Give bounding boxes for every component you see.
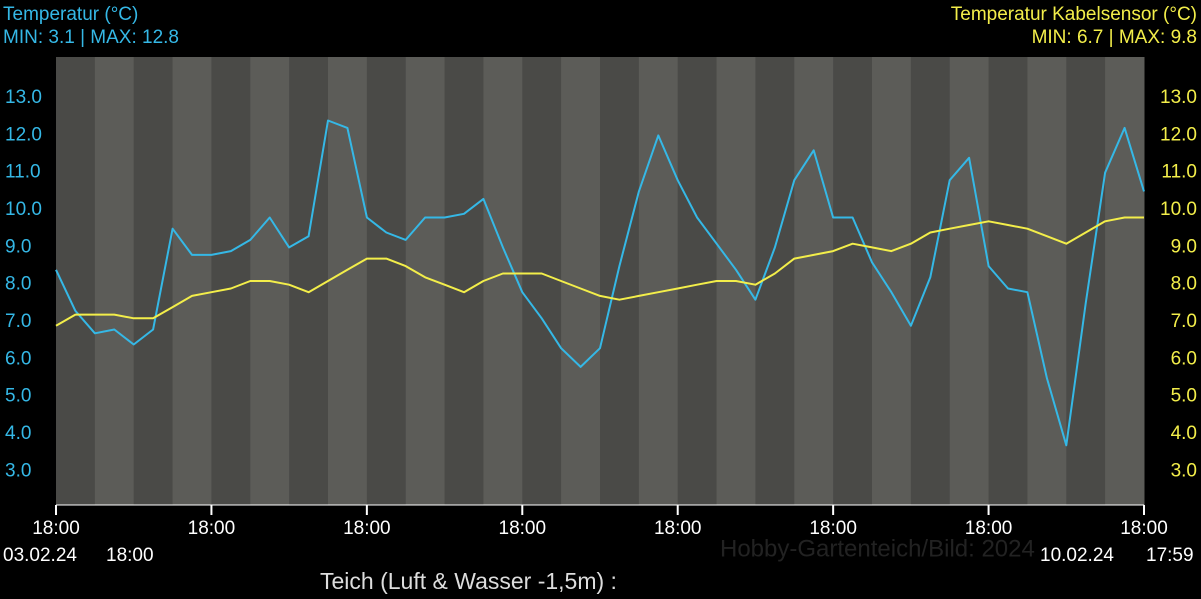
start-time: 18:00 xyxy=(106,545,154,566)
stripe xyxy=(561,57,601,505)
stripe xyxy=(1027,57,1067,505)
legend-left: Temperatur (°C) xyxy=(3,4,138,25)
stripe xyxy=(328,57,368,505)
stripe xyxy=(366,57,407,505)
series-line xyxy=(55,119,1145,447)
y-tick-label: 9.0 xyxy=(5,236,31,257)
stats-right: MIN: 6.7 | MAX: 9.8 xyxy=(1032,27,1197,48)
x-tick-label: 18:00 xyxy=(343,518,391,539)
end-time: 17:59 xyxy=(1146,545,1194,566)
chart-title: Teich (Luft & Wasser -1,5m) : xyxy=(320,568,617,594)
y2-tick-label: 11.0 xyxy=(1161,162,1197,183)
stripe xyxy=(289,57,329,505)
stripe xyxy=(677,57,718,505)
x-tick-label: 18:00 xyxy=(809,518,857,539)
stripe xyxy=(910,57,951,505)
stripe xyxy=(483,57,523,505)
stripe xyxy=(794,57,834,505)
watermark: Hobby-Gartenteich/Bild: 2024 xyxy=(720,535,1035,562)
y2-tick-label: 5.0 xyxy=(1171,386,1197,407)
stripe xyxy=(172,57,212,505)
stripe xyxy=(600,57,640,505)
end-date: 10.02.24 xyxy=(1040,545,1114,566)
stripe xyxy=(94,57,135,505)
plot-background xyxy=(56,57,1145,505)
x-tick-label: 18:00 xyxy=(32,518,80,539)
stripe xyxy=(133,57,174,505)
series-line xyxy=(55,216,1144,327)
stripe xyxy=(56,57,96,505)
y-tick-label: 5.0 xyxy=(5,386,31,407)
stripe xyxy=(1066,57,1106,505)
stripe xyxy=(833,57,873,505)
stripe xyxy=(444,57,484,505)
y-tick-label: 11.0 xyxy=(5,162,41,183)
y-tick-label: 4.0 xyxy=(5,423,31,444)
stats-left: MIN: 3.1 | MAX: 12.8 xyxy=(3,27,179,48)
stripe xyxy=(638,57,679,505)
stripe xyxy=(949,57,990,505)
x-tick-label: 18:00 xyxy=(965,518,1013,539)
x-tick-label: 18:00 xyxy=(188,518,236,539)
y2-tick-label: 10.0 xyxy=(1160,199,1197,220)
y2-tick-label: 6.0 xyxy=(1171,348,1197,369)
y-tick-label: 7.0 xyxy=(5,311,31,332)
y2-tick-label: 4.0 xyxy=(1171,423,1197,444)
redaction xyxy=(680,568,880,599)
y2-tick-label: 13.0 xyxy=(1160,87,1197,108)
y2-tick-label: 8.0 xyxy=(1171,274,1197,295)
stripe xyxy=(522,57,562,505)
legend-right: Temperatur Kabelsensor (°C) xyxy=(951,4,1197,25)
stripe xyxy=(405,57,446,505)
y-tick-label: 10.0 xyxy=(5,199,42,220)
y2-tick-label: 3.0 xyxy=(1171,460,1197,481)
stripe xyxy=(211,57,251,505)
y-tick-label: 6.0 xyxy=(5,348,31,369)
stripe xyxy=(1105,57,1145,505)
y-tick-label: 8.0 xyxy=(5,274,31,295)
x-tick-label: 18:00 xyxy=(1120,518,1168,539)
start-date: 03.02.24 xyxy=(3,545,77,566)
y2-tick-label: 7.0 xyxy=(1171,311,1197,332)
y2-tick-label: 12.0 xyxy=(1160,124,1197,145)
x-tick-label: 18:00 xyxy=(654,518,702,539)
x-tick-label: 18:00 xyxy=(499,518,547,539)
y-tick-label: 3.0 xyxy=(5,460,31,481)
stripe xyxy=(872,57,912,505)
y-tick-label: 13.0 xyxy=(5,87,42,108)
y2-tick-label: 9.0 xyxy=(1171,236,1197,257)
y-tick-label: 12.0 xyxy=(5,124,42,145)
stripe xyxy=(988,57,1028,505)
